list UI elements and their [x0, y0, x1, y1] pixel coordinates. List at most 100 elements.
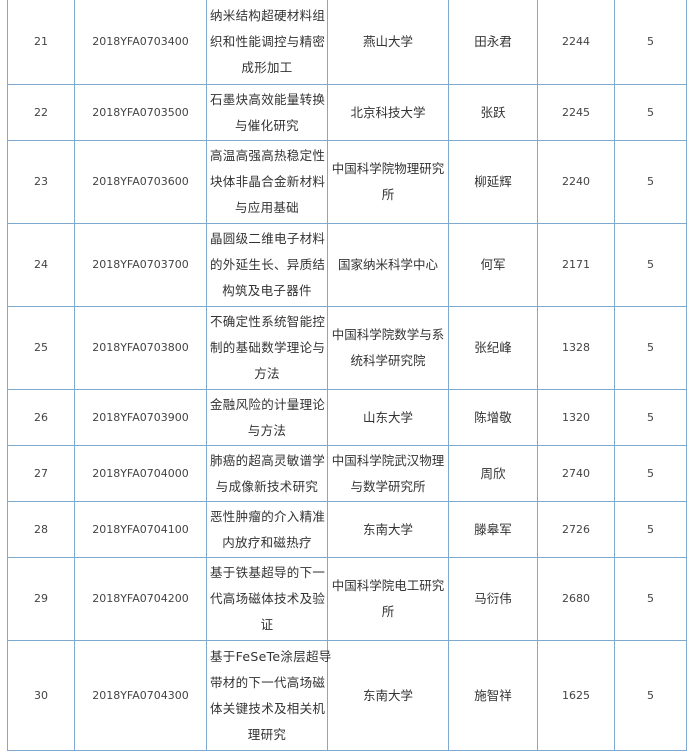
cell-institution-line: 所	[381, 604, 395, 619]
cell-institution: 燕山大学	[327, 0, 449, 85]
cell-institution: 中国科学院物理研究所	[327, 140, 449, 224]
table-row: 30 2018YFA0704300 基于FeSeTe涂层超导 带材的下一代高场磁 体关键…	[7, 640, 687, 751]
table-row: 26 2018YFA0703900 金融风险的计量理论 与方法 山东大学 陈增敬 1320 5	[7, 389, 687, 446]
table-body: 21 2018YFA0703400 纳米结构超硬材料组 织和性能调控与精密 成形加工 燕山…	[7, 0, 687, 751]
cell-project-name-line: 带材的下一代高场磁	[210, 674, 326, 690]
cell-years: 5	[614, 389, 687, 446]
cell-project-name-line: 理研究	[247, 726, 287, 742]
cell-years: 5	[614, 445, 687, 502]
cell-institution: 东南大学	[327, 501, 449, 558]
cell-project-code: 2018YFA0703600	[74, 140, 207, 224]
cell-years: 5	[614, 501, 687, 558]
cell-project-name-line: 与方法	[247, 422, 287, 438]
cell-project-name-line: 肺癌的超高灵敏谱学	[210, 452, 326, 468]
cell-institution-line: 与数学研究所	[350, 478, 426, 494]
cell-project-name: 基于FeSeTe涂层超导 带材的下一代高场磁 体关键技术及相关机 理研究	[206, 640, 332, 751]
cell-project-name-line: 构筑及电子器件	[222, 283, 312, 298]
table-row: 27 2018YFA0704000 肺癌的超高灵敏谱学 与成像新技术研究 中国科学院武汉…	[7, 445, 687, 502]
table-row: 25 2018YFA0703800 不确定性系统智能控 制的基础数学理论与 方法 中国科学…	[7, 306, 687, 390]
cell-leader: 张跃	[448, 84, 538, 141]
table-row: 28 2018YFA0704100 恶性肿瘤的介入精准 内放疗和磁热疗 东南大学 滕皋军 2…	[7, 501, 687, 558]
cell-institution-line: 山东大学	[362, 409, 413, 425]
cell-budget: 2245	[537, 84, 615, 141]
cell-budget: 1320	[537, 389, 615, 446]
cell-project-code: 2018YFA0704000	[74, 445, 207, 502]
cell-project-name-line: 块体非晶合金新材料	[210, 174, 326, 189]
cell-institution-line: 北京科技大学	[350, 104, 426, 120]
cell-institution-line: 中国科学院电工研究	[331, 578, 445, 593]
cell-number: 24	[7, 223, 75, 307]
cell-leader: 柳延辉	[448, 140, 538, 224]
cell-budget: 1625	[537, 640, 615, 751]
cell-project-name: 金融风险的计量理论 与方法	[206, 389, 328, 446]
cell-project-name-line: 方法	[254, 366, 280, 381]
table-row: 22 2018YFA0703500 石墨炔高效能量转换 与催化研究 北京科技大学 张跃 22…	[7, 84, 687, 141]
cell-project-name-line: 与成像新技术研究	[215, 478, 319, 494]
cell-leader: 陈增敬	[448, 389, 538, 446]
cell-project-name-line: 恶性肿瘤的介入精准	[210, 508, 326, 524]
cell-institution: 中国科学院武汉物理 与数学研究所	[327, 445, 449, 502]
cell-institution: 北京科技大学	[327, 84, 449, 141]
cell-budget: 2740	[537, 445, 615, 502]
cell-project-name: 恶性肿瘤的介入精准 内放疗和磁热疗	[206, 501, 328, 558]
cell-project-name-line: 证	[260, 617, 274, 632]
cell-project-name-line: 基于FeSeTe涂层超导	[210, 648, 332, 664]
cell-number: 28	[7, 501, 75, 558]
cell-years: 5	[614, 640, 687, 751]
cell-project-name-line: 制的基础数学理论与	[210, 340, 326, 355]
cell-leader: 施智祥	[448, 640, 538, 751]
cell-number: 26	[7, 389, 75, 446]
cell-number: 29	[7, 557, 75, 641]
table-row: 23 2018YFA0703600 高温高强高热稳定性 块体非晶合金新材料 与应用基础中…	[7, 140, 687, 224]
cell-years: 5	[614, 223, 687, 307]
cell-project-name-line: 晶圆级二维电子材料	[210, 231, 326, 246]
cell-institution-line: 国家纳米科学中心	[337, 257, 438, 272]
cell-institution-line: 中国科学院数学与系	[331, 327, 445, 342]
cell-project-code: 2018YFA0704200	[74, 557, 207, 641]
cell-number: 22	[7, 84, 75, 141]
cell-project-name: 晶圆级二维电子材料 的外延生长、异质结 构筑及电子器件	[206, 223, 328, 307]
table-row: 24 2018YFA0703700 晶圆级二维电子材料 的外延生长、异质结 构筑及电子器…	[7, 223, 687, 307]
cell-institution-line: 所	[381, 187, 395, 202]
cell-institution-line: 中国科学院武汉物理	[331, 452, 445, 468]
table-row: 29 2018YFA0704200 基于铁基超导的下一 代高场磁体技术及验证中国科学院…	[7, 557, 687, 641]
cell-project-code: 2018YFA0703700	[74, 223, 207, 307]
cell-project-code: 2018YFA0703400	[74, 0, 207, 85]
cell-project-name-line: 高温高强高热稳定性	[210, 148, 326, 163]
cell-institution: 山东大学	[327, 389, 449, 446]
cell-project-name-line: 与催化研究	[234, 117, 299, 133]
cell-project-name-line: 体关键技术及相关机	[210, 700, 326, 716]
cell-project-code: 2018YFA0703500	[74, 84, 207, 141]
cell-project-name: 高温高强高热稳定性 块体非晶合金新材料 与应用基础	[206, 140, 328, 224]
cell-project-name-line: 成形加工	[241, 60, 293, 75]
cell-project-name: 石墨炔高效能量转换 与催化研究	[206, 84, 328, 141]
cell-institution-line: 东南大学	[362, 521, 413, 537]
cell-project-name-line: 纳米结构超硬材料组	[210, 8, 326, 23]
cell-leader: 滕皋军	[448, 501, 538, 558]
cell-budget: 2680	[537, 557, 615, 641]
cell-institution: 国家纳米科学中心	[327, 223, 449, 307]
cell-project-name: 肺癌的超高灵敏谱学 与成像新技术研究	[206, 445, 328, 502]
cell-number: 23	[7, 140, 75, 224]
cell-leader: 张纪峰	[448, 306, 538, 390]
cell-institution-line: 东南大学	[362, 687, 413, 703]
cell-institution: 东南大学	[327, 640, 449, 751]
cell-budget: 2726	[537, 501, 615, 558]
cell-budget: 2171	[537, 223, 615, 307]
cell-years: 5	[614, 140, 687, 224]
cell-leader: 马衍伟	[448, 557, 538, 641]
cell-leader: 田永君	[448, 0, 538, 85]
cell-project-name: 不确定性系统智能控 制的基础数学理论与 方法	[206, 306, 328, 390]
cell-project-name-line: 织和性能调控与精密	[210, 34, 326, 49]
cell-project-name: 纳米结构超硬材料组 织和性能调控与精密 成形加工	[206, 0, 328, 85]
cell-budget: 2240	[537, 140, 615, 224]
cell-institution: 中国科学院数学与系 统科学研究院	[327, 306, 449, 390]
table-row: 21 2018YFA0703400 纳米结构超硬材料组 织和性能调控与精密 成形加工 燕山…	[7, 0, 687, 85]
cell-project-name-line: 的外延生长、异质结	[210, 257, 326, 272]
cell-project-name-line: 不确定性系统智能控	[210, 314, 326, 329]
cell-years: 5	[614, 557, 687, 641]
cell-project-code: 2018YFA0704300	[74, 640, 207, 751]
cell-leader: 何军	[448, 223, 538, 307]
cell-project-name-line: 金融风险的计量理论	[210, 396, 326, 412]
cell-project-name-line: 代高场磁体技术及验	[210, 591, 326, 606]
